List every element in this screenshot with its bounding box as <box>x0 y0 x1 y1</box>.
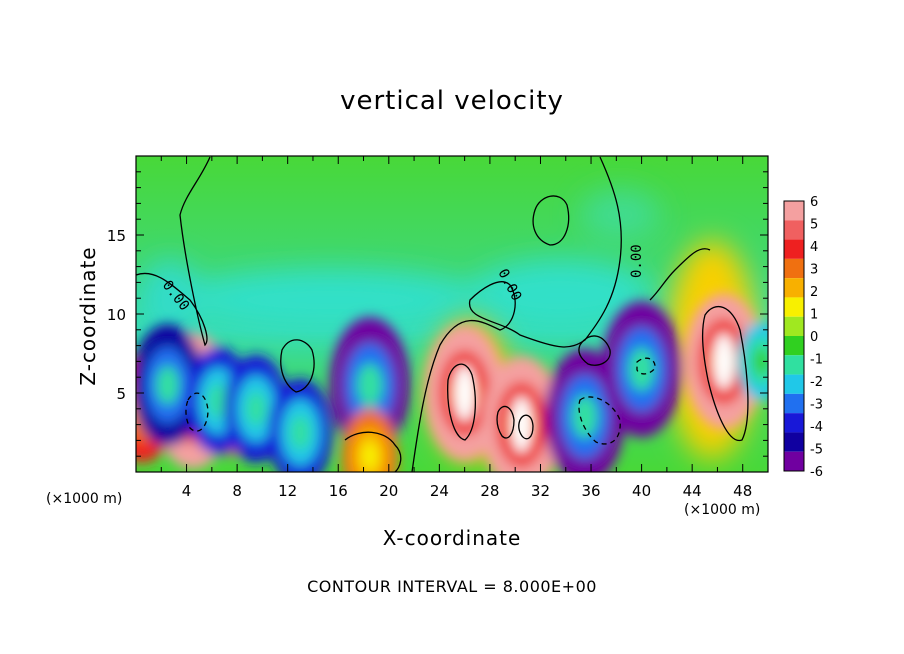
colorbar-swatch <box>784 432 804 452</box>
colorbar-swatch <box>784 451 804 471</box>
y-tick-label: 10 <box>107 306 126 324</box>
colorbar-label: 0 <box>810 330 818 345</box>
x-unit-label-left: (×1000 m) <box>46 491 123 507</box>
colorbar-label: 6 <box>810 195 818 210</box>
contour-dashed-2 <box>578 396 621 445</box>
zero-contour-mid <box>411 156 622 472</box>
contour-small-c <box>496 405 515 439</box>
closed-contour-small-b <box>578 335 611 366</box>
x-tick-label: 12 <box>278 482 297 500</box>
velocity-cell <box>360 441 379 472</box>
colorbar-frame <box>783 200 805 472</box>
x-unit-label-right: (×1000 m) <box>684 502 761 518</box>
velocity-core <box>713 332 735 390</box>
colorbar-swatch <box>784 413 804 433</box>
colorbar-label: -5 <box>810 443 823 458</box>
x-tick-label: 4 <box>182 482 192 500</box>
velocity-cell <box>754 348 768 375</box>
cyan-zones <box>140 190 660 340</box>
x-axis: 4 8 12 16 20 24 28 32 36 40 44 48 <box>160 156 752 500</box>
contour-interval-note: CONTOUR INTERVAL = 8.000E+00 <box>307 577 597 596</box>
colorbar-label: -4 <box>810 420 823 435</box>
y-axis: 5 10 15 <box>107 171 768 457</box>
contour-white-core-1 <box>447 363 476 441</box>
colorbar-swatch <box>784 297 804 317</box>
colorbar-label: 3 <box>810 263 818 278</box>
x-tick-label: 48 <box>733 482 752 500</box>
velocity-cell <box>357 363 383 407</box>
colorbar-swatch <box>784 393 804 414</box>
closed-contour-small-a <box>280 339 315 393</box>
velocity-cell <box>156 365 180 405</box>
x-tick-label: 28 <box>480 482 499 500</box>
closed-contour-top <box>532 195 570 246</box>
colorbar-swatch <box>784 220 804 240</box>
colorbar-swatch <box>784 239 804 259</box>
colorbar-label: -3 <box>810 398 823 413</box>
y-tick-label: 5 <box>116 385 126 403</box>
colorbar-swatch <box>784 258 804 279</box>
x-tick-label: 8 <box>232 482 242 500</box>
colorbar-swatch <box>784 374 804 394</box>
x-axis-label: X-coordinate <box>382 526 522 550</box>
contour-white-core-2 <box>701 305 749 441</box>
colorbar-label: 4 <box>810 240 818 255</box>
contour-bottom <box>344 431 402 472</box>
x-tick-label: 32 <box>531 482 550 500</box>
colorbar-label: 1 <box>810 308 818 323</box>
velocity-cell <box>571 394 598 439</box>
colorbar-label: 2 <box>810 285 818 300</box>
colorbar-swatch <box>784 278 804 298</box>
x-tick-label: 40 <box>632 482 651 500</box>
colorbar-swatch <box>784 201 804 221</box>
y-axis-label: Z-coordinate <box>76 246 100 386</box>
velocity-cell <box>207 383 229 419</box>
velocity-cell <box>290 415 311 450</box>
contour-lines <box>136 156 749 472</box>
x-tick-label: 24 <box>430 482 449 500</box>
colorbar: 6 5 4 3 2 1 0 -1 -2 -3 -4 -5 -6 <box>783 195 823 480</box>
x-tick-label: 16 <box>329 482 348 500</box>
colorbar-swatch <box>784 336 804 356</box>
x-tick-label: 36 <box>581 482 600 500</box>
zero-contour-left <box>136 156 211 347</box>
x-tick-label: 44 <box>683 482 702 500</box>
zero-contour-right <box>649 248 711 301</box>
y-tick-label: 15 <box>107 227 126 245</box>
colorbar-label: -6 <box>810 465 823 480</box>
velocity-core <box>454 364 476 422</box>
contour-label: 0.00 <box>629 244 645 278</box>
contour-dashed-1 <box>185 392 209 432</box>
colorbar-label: -2 <box>810 375 823 390</box>
colorbar-swatch <box>784 316 804 336</box>
velocity-cell <box>628 347 655 392</box>
heatmap-field: 0.00 0.00 0.00 <box>136 156 768 472</box>
colorbar-swatch <box>784 355 804 375</box>
colorbar-label: -1 <box>810 353 823 368</box>
chart-title: vertical velocity <box>340 86 564 116</box>
contour-small-d <box>518 414 534 440</box>
data-blobs <box>136 293 768 472</box>
velocity-cell <box>245 391 267 427</box>
x-tick-label: 20 <box>379 482 398 500</box>
colorbar-label: 5 <box>810 218 818 233</box>
